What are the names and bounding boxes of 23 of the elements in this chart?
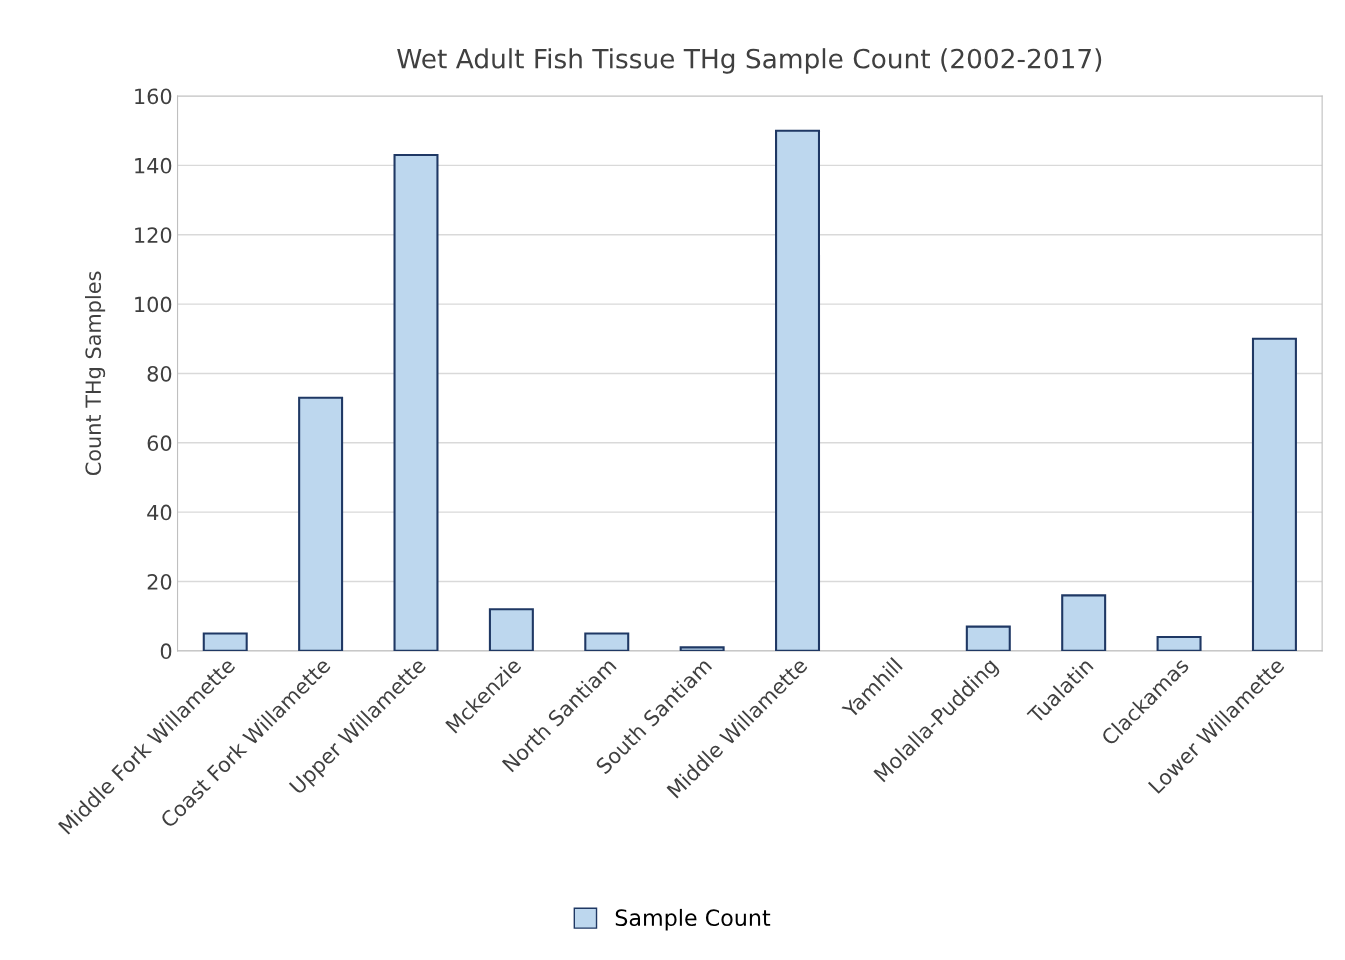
y-tick-label: 140 <box>135 157 172 174</box>
bar <box>965 625 1011 651</box>
y-tick-label: 0 <box>160 643 172 660</box>
bar <box>775 129 821 651</box>
y-tick-label: 60 <box>147 435 172 452</box>
chart-title: Wet Adult Fish Tissue THg Sample Count (2002-2017) <box>397 48 1102 74</box>
y-tick-label: 40 <box>147 504 172 521</box>
legend-label: Sample Count <box>615 908 771 931</box>
y-tick-label: 80 <box>147 365 172 382</box>
y-tick-label: 20 <box>147 573 172 590</box>
bar <box>1061 594 1107 651</box>
y-tick-label: 120 <box>135 227 172 243</box>
bar <box>393 153 439 651</box>
y-axis-title: Count THg Samples <box>84 271 106 476</box>
bar <box>679 646 725 651</box>
bar <box>202 632 248 651</box>
y-tick-label: 160 <box>135 88 172 105</box>
bar <box>1156 635 1202 651</box>
bar <box>584 632 630 651</box>
y-tick-label: 100 <box>135 296 172 313</box>
bar <box>1251 337 1297 651</box>
bar <box>488 608 534 651</box>
bar <box>298 396 344 651</box>
